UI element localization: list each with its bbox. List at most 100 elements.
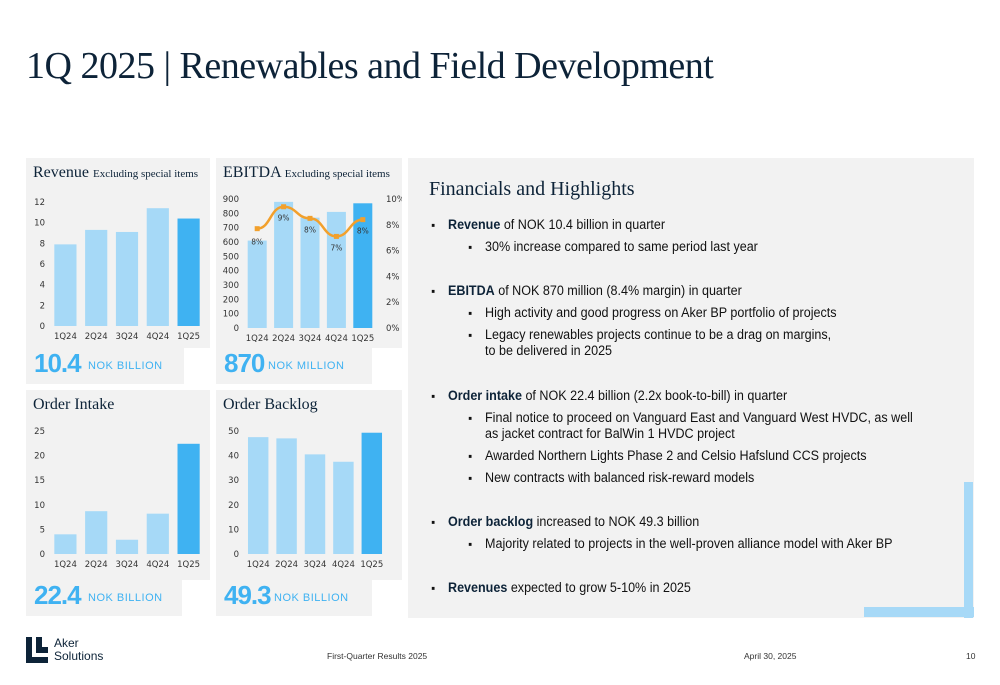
revenue-chart-title: Revenue Excluding special items	[33, 164, 198, 182]
y-tick-label: 6	[40, 260, 45, 270]
bullet-revenues-outlook: Revenues expected to grow 5-10% in 2025	[431, 580, 691, 596]
margin-data-label: 8%	[304, 225, 316, 234]
margin-point	[307, 215, 313, 221]
y-tick-label: 500	[223, 252, 239, 262]
highlights-panel: Financials and Highlights Revenue of NOK…	[408, 158, 974, 618]
y-tick-label: 50	[228, 427, 239, 437]
x-tick-label: 2Q24	[275, 560, 298, 570]
sub-bullet-text: Legacy renewables projects continue to b…	[485, 327, 832, 342]
x-tick-label: 4Q24	[146, 332, 169, 342]
bar-1q25	[353, 203, 373, 328]
bar-2q24	[85, 511, 108, 554]
y2-tick-label: 6%	[386, 247, 400, 257]
order-intake-kpi-box: 22.4 NOK BILLION	[26, 580, 182, 616]
y-tick-label: 900	[223, 195, 239, 205]
y-tick-label: 8	[40, 239, 45, 249]
sub-bullet: High activity and good progress on Aker …	[468, 305, 836, 321]
bar-1q25	[177, 218, 200, 326]
footer-presentation-title: First-Quarter Results 2025	[327, 651, 428, 661]
order-intake-bar-chart: 0 5 10 15 20 25 1Q24 2Q24 3Q24 4Q24 1Q25	[34, 427, 200, 570]
y-tick-label: 40	[228, 452, 239, 462]
x-tick-label: 3Q24	[299, 334, 322, 344]
footer-date: April 30, 2025	[744, 651, 797, 661]
y2-tick-label: 4%	[386, 272, 400, 282]
x-tick-label: 1Q25	[360, 560, 383, 570]
y-tick-label: 5	[40, 525, 45, 535]
y-tick-label: 4	[40, 281, 45, 291]
bullet-bold: EBITDA	[448, 283, 495, 298]
sub-bullet: Final notice to proceed on Vanguard East…	[468, 410, 913, 442]
bullet-revenue: Revenue of NOK 10.4 billion in quarter	[431, 217, 666, 233]
y-tick-label: 2	[40, 301, 45, 311]
bar-4q24	[326, 211, 346, 328]
bullet-text: of NOK 10.4 billion in quarter	[500, 217, 666, 232]
bullet-bold: Revenue	[448, 217, 501, 232]
y-tick-label: 400	[223, 267, 239, 277]
y-tick-label: 15	[34, 476, 45, 486]
order-backlog-title: Order Backlog	[223, 396, 318, 413]
x-tick-label: 4Q24	[332, 560, 355, 570]
y2-tick-label: 0%	[386, 324, 400, 334]
y-tick-label: 10	[34, 501, 45, 511]
sub-bullet: Legacy renewables projects continue to b…	[468, 327, 832, 359]
bullet-order-backlog: Order backlog increased to NOK 49.3 bill…	[431, 514, 699, 530]
x-tick-label: 1Q24	[54, 560, 77, 570]
order-intake-kpi-value: 22.4	[34, 580, 82, 610]
bullet-ebitda: EBITDA of NOK 870 million (8.4% margin) …	[431, 283, 741, 299]
sub-bullet-text: Majority related to projects in the well…	[485, 536, 893, 551]
y2-tick-label: 10%	[386, 195, 402, 205]
aker-solutions-logo-icon	[26, 637, 48, 663]
margin-data-label: 8%	[357, 227, 369, 236]
bar-3q24	[115, 539, 139, 554]
y2-tick-label: 8%	[386, 221, 400, 231]
revenue-chart-panel: Revenue Excluding special items 0 2 4 6 8 10 1…	[26, 158, 210, 348]
margin-point	[333, 233, 339, 239]
bar-1q25	[361, 432, 383, 554]
order-backlog-kpi-value: 49.3	[224, 580, 272, 610]
y-tick-label: 100	[223, 310, 239, 320]
logo-line2: Solutions	[54, 649, 104, 663]
revenue-bar-chart: 0 2 4 6 8 10 12 1Q24 2Q24 3Q24 4Q24 1Q25	[34, 198, 200, 342]
sub-bullet: Majority related to projects in the well…	[468, 536, 893, 552]
bar-3q24	[115, 231, 139, 326]
x-tick-label: 3Q24	[304, 560, 327, 570]
ebitda-kpi-box: 870 NOK MILLION	[216, 348, 372, 384]
ebitda-subtitle: Excluding special items	[284, 168, 390, 180]
bar-2q24	[85, 229, 108, 326]
bar-1q24	[54, 534, 77, 554]
x-tick-label: 2Q24	[85, 560, 108, 570]
x-tick-label: 1Q24	[246, 334, 269, 344]
bar-1q24	[54, 244, 77, 326]
footer-page-number: 10	[966, 651, 976, 661]
sub-bullet-text-cont: as jacket contract for BalWin 1 HVDC pro…	[485, 426, 735, 441]
x-tick-label: 1Q24	[54, 332, 77, 342]
x-tick-label: 1Q25	[351, 334, 374, 344]
y-tick-label: 20	[228, 501, 239, 511]
sub-bullet: Awarded Northern Lights Phase 2 and Cels…	[468, 448, 866, 464]
order-backlog-chart-panel: Order Backlog 0 10 20 30 40 50 1Q24 2Q24 3Q24 4Q2…	[216, 390, 402, 580]
bar-3q24	[300, 217, 320, 328]
order-backlog-kpi-unit: NOK BILLION	[274, 592, 349, 604]
y-tick-label: 12	[34, 198, 45, 208]
x-tick-label: 3Q24	[116, 560, 139, 570]
revenue-kpi-box: 10.4 NOK BILLION	[26, 348, 184, 384]
margin-data-label: 8%	[251, 238, 263, 247]
bullet-text: of NOK 22.4 billion (2.2x book-to-bill) …	[521, 388, 788, 403]
accent-bar-horizontal	[864, 607, 974, 617]
y-tick-label: 300	[223, 281, 239, 291]
sub-bullet-text: 30% increase compared to same period las…	[485, 239, 758, 254]
x-tick-label: 4Q24	[325, 334, 348, 344]
revenue-title: Revenue	[33, 164, 89, 181]
margin-point	[254, 226, 260, 232]
bar-4q24	[333, 461, 354, 554]
margin-data-label: 7%	[330, 243, 342, 252]
y-tick-label: 10	[34, 219, 45, 229]
ebitda-chart-title: EBITDA Excluding special items	[223, 164, 390, 182]
y-tick-label: 0	[234, 324, 239, 334]
y-tick-label: 30	[228, 476, 239, 486]
company-logo-text: Aker Solutions	[54, 637, 103, 663]
y-tick-label: 700	[223, 224, 239, 234]
x-tick-label: 1Q24	[247, 560, 270, 570]
sub-bullet-text: New contracts with balanced risk-reward …	[485, 470, 755, 485]
y-tick-label: 600	[223, 238, 239, 248]
